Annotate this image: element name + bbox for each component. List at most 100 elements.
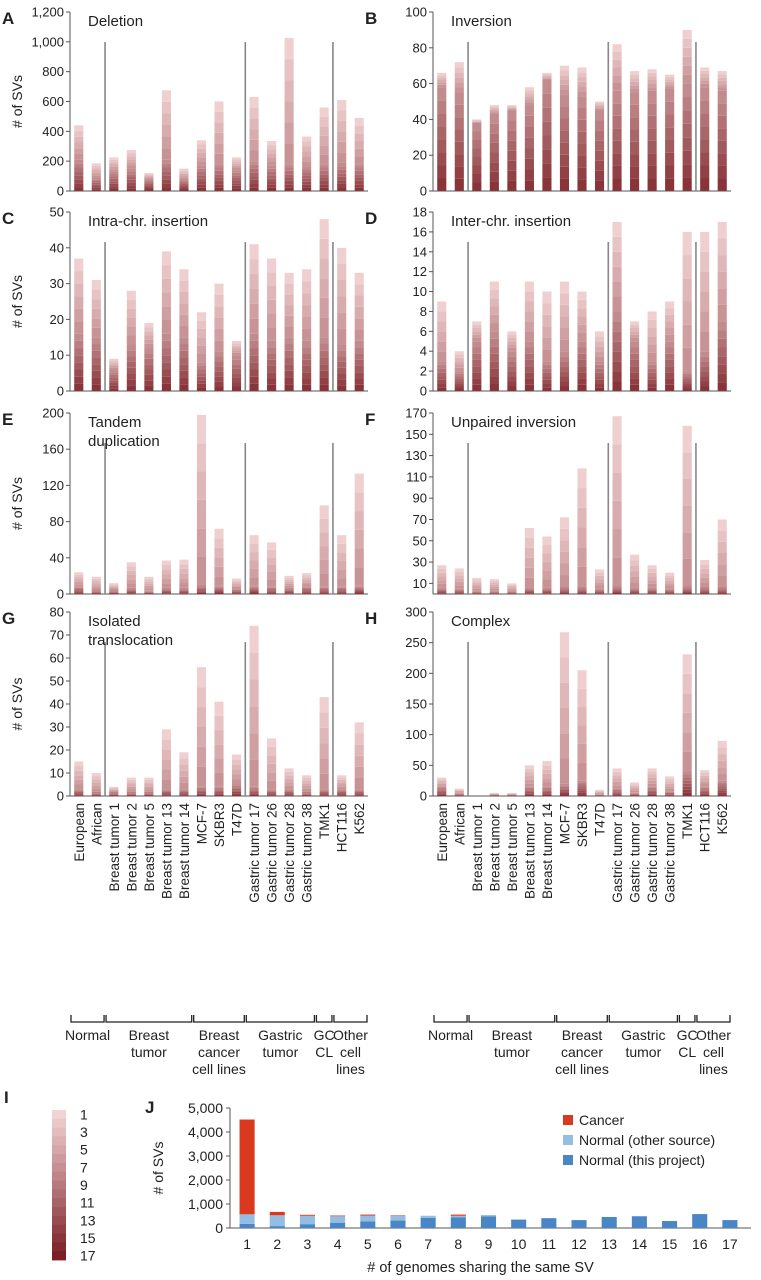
bar-segment [612,785,622,789]
bar-segment [559,386,570,391]
group-label: cell lines [192,1061,246,1077]
bar-segment [214,340,224,352]
bar-segment [302,777,312,781]
bar-segment [559,575,570,587]
bar-breast-tumor-14 [179,269,189,391]
bar-segment [700,271,710,292]
y-tick-label: 16 [413,224,427,239]
bar-segment [179,189,189,191]
bar-gastric-tumor-28 [647,69,657,191]
bar-segment [179,186,189,189]
bar-segment [507,351,517,357]
bar-segment [126,588,136,590]
bar-segment [354,790,364,792]
bar-segment [144,380,154,386]
bar-segment [454,373,464,377]
scale-segment [52,1189,66,1199]
bar-segment [249,244,259,260]
bar-segment [542,72,552,75]
bar-segment [214,317,224,329]
bar-mcf-7 [196,312,207,391]
bar-segment [472,580,482,583]
bar-segment [472,331,482,335]
bar-segment [337,784,347,787]
scale-segment [52,1242,66,1252]
bar-segment [489,112,499,115]
bracket-line [556,1015,608,1023]
bar-k562 [717,221,727,391]
bar-segment [267,590,277,592]
bracket-line [193,1015,245,1023]
bar-segment [665,575,675,579]
group-label: cell lines [555,1061,609,1077]
sample-label: HCT116 [698,803,713,852]
bar-segment [612,351,622,362]
bar-segment [109,795,119,796]
bar-segment [302,169,312,173]
bar-segment [542,303,552,315]
bar-segment [231,779,242,785]
bar-segment [630,129,640,142]
bar-segment [612,59,622,68]
bar-gastric-tumor-26 [630,782,640,796]
bar-segment [437,139,447,153]
bar-segment [682,123,692,138]
bar-segment [126,591,136,593]
bar-segment [302,178,312,182]
bar-segment [524,359,534,367]
bar-segment [489,331,499,339]
bar-segment [91,318,101,328]
bar-segment [214,356,224,362]
bar-segment [647,583,657,588]
bar-segment [109,374,119,378]
bar-segment [665,341,675,348]
bar-segment [249,97,259,108]
panel-title: Complex [451,613,511,630]
x-tick-label: 13 [601,1236,617,1252]
bar-segment [717,591,727,593]
bar-segment [109,367,119,370]
bar-gastric-tumor-38 [302,573,312,594]
bar-segment [354,589,364,591]
bar-segment [144,795,154,796]
bar-segment [594,361,605,365]
bar-segment [126,592,136,594]
bar-segment [489,298,499,307]
bar-segment [354,492,364,512]
bar-segment [717,330,727,339]
bar-segment [267,157,277,162]
bar-segment [302,592,312,594]
bar-segment [267,145,277,150]
bar-segment [161,589,171,591]
bar-segment [717,589,727,591]
group-label: Normal [65,1027,110,1043]
bar-segment [74,789,84,791]
bar-segment [161,583,171,588]
bar-segment [542,579,552,588]
y-tick-label: 4,000 [188,1124,223,1140]
bar-segment [91,589,101,591]
bar-segment [630,337,640,342]
bar-segment [74,136,84,143]
bar-segment [267,171,277,176]
bar-segment [437,588,447,590]
bar-segment [196,766,207,787]
bar-segment [284,591,294,593]
bar-segment [700,792,710,794]
bar-segment [249,288,259,304]
bar-gastric-tumor-17 [249,244,259,391]
bar-segment [524,589,534,591]
bar-segment [196,588,207,590]
bracket-line [678,1015,696,1023]
bar-segment [319,743,329,759]
bar-segment [524,557,534,568]
bar-segment [337,356,347,362]
bar-hct116 [337,535,347,594]
bar-segment [179,182,189,184]
bar-segment [682,97,692,111]
bar-segment [161,739,171,750]
bar-segment [109,183,119,187]
bar-segment [594,582,605,586]
bar-segment [284,791,294,793]
bar-segment [647,587,657,589]
